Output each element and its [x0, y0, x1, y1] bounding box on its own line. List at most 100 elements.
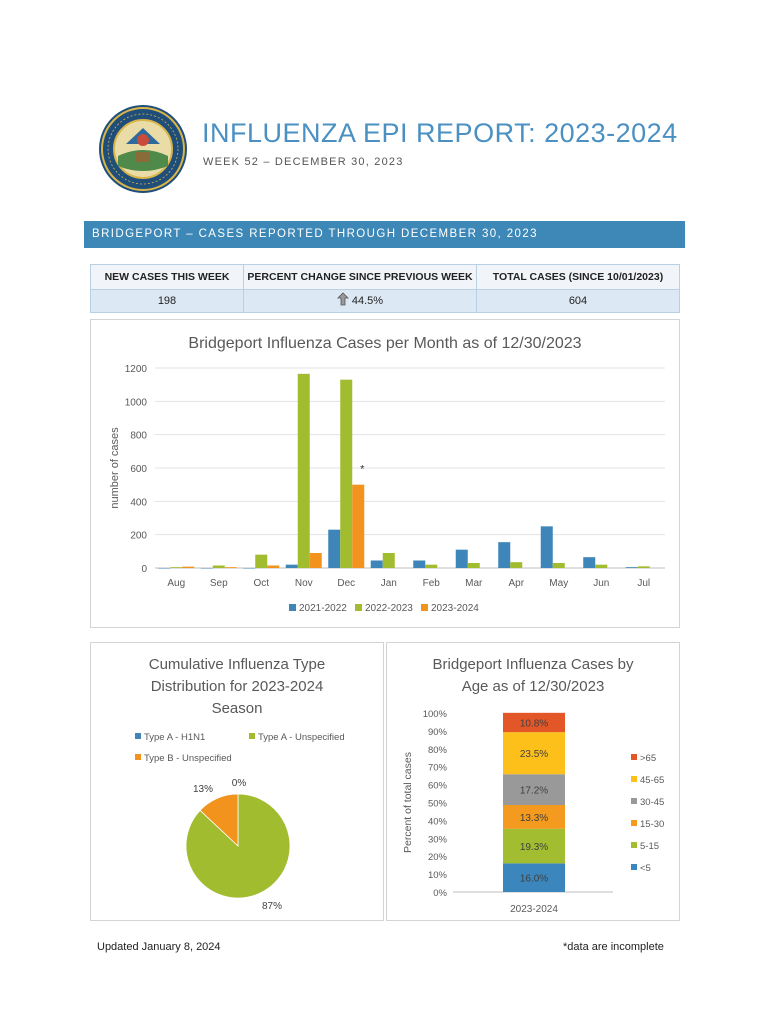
bar-2021-2022: [370, 560, 383, 568]
x-tick-label: Mar: [465, 578, 483, 589]
monthly-cases-panel: Bridgeport Influenza Cases per Month as …: [90, 319, 680, 628]
age-distribution-chart: Bridgeport Influenza Cases by Age as of 1…: [402, 656, 664, 915]
age-y-tick-label: 50%: [428, 799, 448, 810]
bar-2021-2022: [583, 557, 596, 568]
stat-total-value: 604: [477, 290, 679, 312]
pie-data-label: 13%: [193, 784, 213, 795]
age-segment-<5: [503, 863, 565, 892]
bar-2022-2023: [637, 566, 650, 568]
age-distribution-panel: Bridgeport Influenza Cases by Age as of 1…: [386, 642, 680, 921]
bar-2022-2023: [297, 373, 310, 568]
age-legend-swatch: [631, 864, 637, 870]
y-axis-label: number of cases: [109, 427, 121, 509]
age-y-tick-label: 100%: [423, 709, 448, 720]
age-segment-5-15: [503, 828, 565, 864]
bar-2021-2022: [158, 568, 171, 569]
age-legend-swatch: [631, 820, 637, 826]
y-tick-label: 1200: [125, 364, 148, 375]
bar-2023-2024: [267, 565, 280, 568]
section-banner: BRIDGEPORT – CASES REPORTED THROUGH DECE…: [84, 221, 685, 248]
age-segment->65: [503, 712, 565, 733]
age-segment-label: 23.5%: [520, 749, 548, 760]
bar-2021-2022: [625, 567, 638, 568]
x-tick-label: May: [549, 578, 568, 589]
pie-title-line: Season: [212, 700, 263, 717]
x-tick-label: Apr: [508, 578, 524, 589]
type-distribution-panel: Cumulative Influenza Type Distribution fo…: [90, 642, 384, 921]
age-y-tick-label: 60%: [428, 781, 448, 792]
age-legend-label: 5-15: [640, 841, 659, 852]
stats-table: NEW CASES THIS WEEK 198 PERCENT CHANGE S…: [90, 264, 680, 313]
legend-label: 2021-2022: [299, 603, 347, 614]
age-y-axis-label: Percent of total cases: [402, 752, 414, 853]
bar-2021-2022: [285, 564, 298, 568]
y-tick-label: 200: [130, 531, 147, 542]
report-title: INFLUENZA EPI REPORT: 2023-2024: [202, 118, 678, 148]
x-tick-label: Nov: [295, 578, 313, 589]
bar-2023-2024: [224, 567, 237, 568]
y-tick-label: 800: [130, 431, 147, 442]
age-y-tick-label: 30%: [428, 834, 448, 845]
age-y-tick-label: 40%: [428, 816, 448, 827]
bar-2022-2023: [510, 562, 523, 568]
x-tick-label: Aug: [167, 578, 185, 589]
age-segment-45-65: [503, 732, 565, 775]
age-legend-swatch: [631, 754, 637, 760]
bar-2021-2022: [413, 560, 426, 568]
stat-pct-change: PERCENT CHANGE SINCE PREVIOUS WEEK 44.5%: [244, 265, 477, 312]
stat-total-label: TOTAL CASES (SINCE 10/01/2023): [477, 265, 679, 290]
report-subtitle: WEEK 52 – DECEMBER 30, 2023: [203, 156, 404, 168]
age-title-line: Bridgeport Influenza Cases by: [433, 656, 634, 673]
age-y-tick-label: 70%: [428, 763, 448, 774]
bar-2022-2023: [595, 564, 608, 568]
pie-legend-label: Type A - Unspecified: [258, 732, 345, 743]
age-legend-label: <5: [640, 863, 651, 874]
stat-total: TOTAL CASES (SINCE 10/01/2023) 604: [477, 265, 679, 312]
age-segment-15-30: [503, 805, 565, 829]
x-tick-label: Feb: [423, 578, 441, 589]
age-legend-swatch: [631, 798, 637, 804]
legend-swatch: [421, 604, 428, 611]
bar-2022-2023: [467, 563, 480, 568]
x-tick-label: Jul: [637, 578, 650, 589]
type-distribution-chart: Cumulative Influenza Type Distribution fo…: [135, 656, 345, 912]
stat-pct-change-label: PERCENT CHANGE SINCE PREVIOUS WEEK: [244, 265, 476, 290]
bar-2022-2023: [212, 565, 225, 568]
bar-2023-2024: [182, 566, 195, 568]
pie-legend-swatch: [135, 733, 141, 739]
pie-title-line: Cumulative Influenza Type: [149, 656, 326, 673]
legend-label: 2022-2023: [365, 603, 413, 614]
bar-2021-2022: [455, 549, 468, 568]
bar-2023-2024: [352, 484, 365, 568]
bar-2021-2022: [540, 526, 553, 568]
age-x-tick-label: 2023-2024: [510, 904, 558, 915]
age-segment-label: 13.3%: [520, 813, 548, 824]
pie-legend-label: Type A - H1N1: [144, 732, 205, 743]
age-segment-label: 16.0%: [520, 874, 548, 885]
x-tick-label: Sep: [210, 578, 228, 589]
pie-legend-label: Type B - Unspecified: [144, 753, 232, 764]
footnote: *data are incomplete: [563, 941, 664, 953]
age-y-tick-label: 0%: [433, 888, 447, 899]
age-segment-30-45: [503, 774, 565, 806]
age-legend-label: 30-45: [640, 797, 664, 808]
bar-2022-2023: [382, 553, 395, 568]
y-tick-label: 600: [130, 464, 147, 475]
bar-2022-2023: [340, 379, 353, 568]
age-legend-label: 15-30: [640, 819, 664, 830]
age-segment-label: 17.2%: [520, 786, 548, 797]
age-legend-swatch: [631, 842, 637, 848]
monthly-cases-chart: Bridgeport Influenza Cases per Month as …: [109, 335, 665, 614]
age-y-tick-label: 20%: [428, 852, 448, 863]
bar-2022-2023: [552, 563, 565, 568]
age-legend-label: >65: [640, 753, 656, 764]
pie-title-line: Distribution for 2023-2024: [151, 678, 324, 695]
pie-data-label: 87%: [262, 901, 282, 912]
x-tick-label: Dec: [337, 578, 355, 589]
updated-date: Updated January 8, 2024: [97, 941, 221, 953]
legend-swatch: [355, 604, 362, 611]
age-title-line: Age as of 12/30/2023: [462, 678, 605, 695]
bar-2021-2022: [328, 529, 341, 568]
bar-2022-2023: [425, 564, 438, 568]
bar-annotation: *: [360, 464, 365, 476]
